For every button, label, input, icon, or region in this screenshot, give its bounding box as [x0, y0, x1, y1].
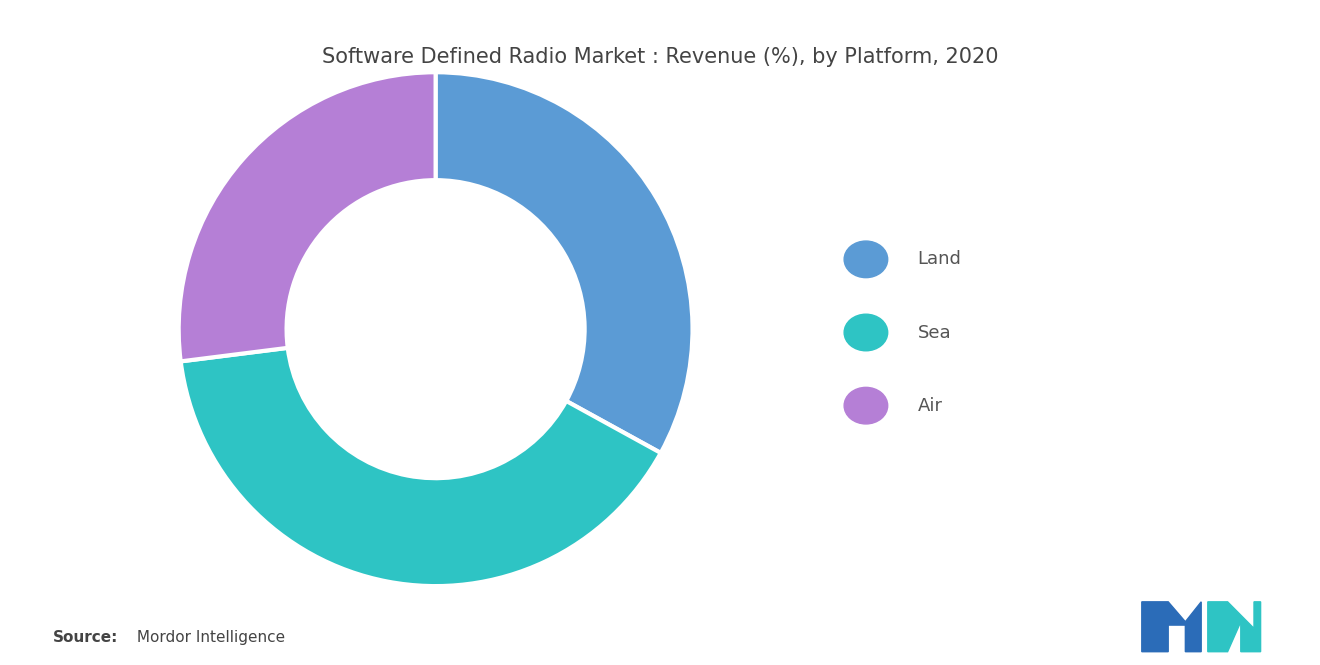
Polygon shape: [1142, 602, 1201, 652]
Text: Land: Land: [917, 250, 961, 269]
Text: Sea: Sea: [917, 323, 950, 342]
Circle shape: [845, 314, 887, 351]
Circle shape: [845, 387, 887, 424]
Polygon shape: [1208, 602, 1261, 652]
Circle shape: [845, 241, 887, 278]
Text: Mordor Intelligence: Mordor Intelligence: [132, 630, 285, 645]
Text: Software Defined Radio Market : Revenue (%), by Platform, 2020: Software Defined Radio Market : Revenue …: [322, 47, 998, 66]
Wedge shape: [181, 348, 661, 586]
Wedge shape: [178, 72, 436, 361]
Wedge shape: [436, 72, 693, 453]
Text: Air: Air: [917, 396, 942, 415]
Text: Source:: Source:: [53, 630, 119, 645]
